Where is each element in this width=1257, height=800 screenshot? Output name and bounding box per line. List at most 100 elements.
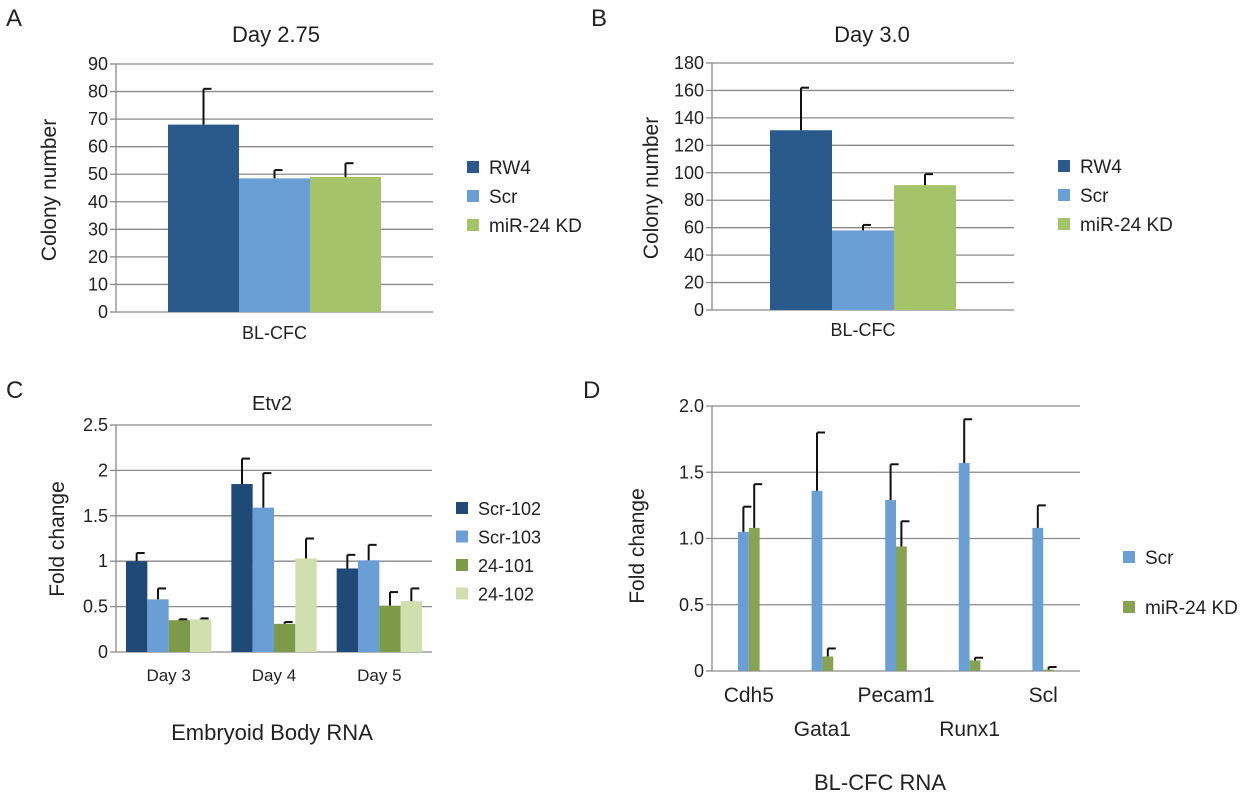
panel-d-category-label: Gata1 xyxy=(794,718,851,741)
panel-c-bar xyxy=(231,484,253,652)
panel-c-legend-label: 24-101 xyxy=(478,556,534,576)
panel-b-legend-label: RW4 xyxy=(1080,157,1122,178)
panel-b-bar xyxy=(770,130,832,310)
panel-a-y-tick-label: 90 xyxy=(88,54,108,74)
panel-a-y-tick-label: 80 xyxy=(88,82,108,102)
panel-d-bar xyxy=(885,500,896,671)
panel-d-y-tick-label: 1.5 xyxy=(679,462,704,482)
panel-b-legend-swatch xyxy=(1058,160,1070,172)
panel-d-bar xyxy=(896,546,907,671)
panel-d-bar xyxy=(748,527,760,671)
panel-c-y-tick-label: 0.5 xyxy=(83,597,108,617)
panel-c-bar xyxy=(147,599,169,652)
panel-c-title: Etv2 xyxy=(252,393,292,415)
panel-a-y-tick-label: 20 xyxy=(88,247,108,267)
panel-b-y-tick-label: 160 xyxy=(674,80,704,100)
panel-a-legend-swatch xyxy=(467,161,479,173)
panel-b-legend-swatch xyxy=(1058,189,1070,201)
panel-b-chart: B Day 3.0 Colony number 0 20 40 60 80 100 120 1… xyxy=(591,5,1173,340)
panel-c-bar xyxy=(358,560,380,652)
panel-c-letter: C xyxy=(6,377,23,404)
panel-d-category-label: Runx1 xyxy=(939,718,1000,741)
panel-a-y-tick-label: 10 xyxy=(88,274,108,294)
panel-a-legend-label: miR-24 KD xyxy=(489,216,582,237)
panel-a-bar xyxy=(310,176,381,312)
panel-d-category-label: Scl xyxy=(1029,684,1058,707)
panel-b-bar xyxy=(832,230,894,310)
panel-a-legend-label: Scr xyxy=(489,187,518,208)
panel-b-bar xyxy=(894,185,956,310)
panel-b-legend-label: miR-24 KD xyxy=(1080,215,1173,236)
panel-c-bar xyxy=(336,568,358,652)
panel-b-y-tick-label: 40 xyxy=(684,245,704,265)
panel-c-bar xyxy=(400,601,422,652)
panel-b-legend-swatch xyxy=(1058,218,1070,230)
panel-a-legend-swatch xyxy=(467,190,479,202)
panel-d-chart: D Fold change BL-CFC RNA 0 0.5 1.0 1.5 2.0 Cd… xyxy=(583,377,1238,795)
panel-b-category-label: BL-CFC xyxy=(830,320,895,340)
panel-d-y-axis-label: Fold change xyxy=(626,488,649,604)
panel-c-bar xyxy=(295,558,317,652)
panel-d-legend-swatch xyxy=(1123,551,1135,563)
panel-a-bar xyxy=(168,124,239,312)
panel-a-letter: A xyxy=(6,5,22,32)
panel-b-y-tick-label: 180 xyxy=(674,53,704,73)
panel-a-y-tick-label: 60 xyxy=(88,137,108,157)
panel-d-y-tick-label: 0 xyxy=(694,661,704,681)
panel-c-legend-swatch xyxy=(456,530,468,543)
panel-c-bar xyxy=(252,507,274,652)
panel-d-bar xyxy=(738,531,749,671)
panel-c-bar xyxy=(126,561,148,652)
panel-b-y-tick-label: 60 xyxy=(684,218,704,238)
panel-d-bar xyxy=(958,462,970,671)
panel-c-y-tick-label: 2.5 xyxy=(83,415,108,435)
panel-b-legend-label: Scr xyxy=(1080,186,1109,207)
panel-a-legend-label: RW4 xyxy=(489,158,531,179)
panel-d-bar xyxy=(1043,669,1054,671)
panel-d-legend-swatch xyxy=(1123,601,1135,613)
panel-c-legend-swatch xyxy=(456,502,468,514)
panel-c-x-axis-label: Embryoid Body RNA xyxy=(171,720,373,745)
panel-c-y-tick-label: 0 xyxy=(98,642,108,662)
panel-a-category-label: BL-CFC xyxy=(242,323,307,343)
panel-b-y-tick-label: 120 xyxy=(674,135,704,155)
panel-c-category-label: Day 5 xyxy=(357,666,401,685)
panel-d-y-tick-label: 1.0 xyxy=(679,529,704,549)
panel-d-letter: D xyxy=(583,377,600,404)
panel-c-category-label: Day 3 xyxy=(146,666,190,685)
panel-c-bar xyxy=(168,620,190,652)
panel-b-y-tick-label: 140 xyxy=(674,108,704,128)
panel-d-y-tick-label: 2.0 xyxy=(679,396,704,416)
panel-c-chart: C Etv2 Fold change Embryoid Body RNA 0 0.… xyxy=(6,377,541,745)
panel-d-category-label: Cdh5 xyxy=(724,684,774,707)
panel-c-bar xyxy=(379,605,401,652)
panel-a-legend-swatch xyxy=(467,219,479,231)
panel-b-y-axis-label: Colony number xyxy=(640,117,663,259)
panel-d-legend-label: Scr xyxy=(1145,548,1174,569)
panel-a-bar xyxy=(239,178,310,312)
panel-c-y-axis-label: Fold change xyxy=(46,481,69,597)
panel-a-y-tick-label: 30 xyxy=(88,219,108,239)
panel-a-chart: A Day 2.75 Colony number 0 10 20 30 40 50 60 70… xyxy=(6,5,582,343)
panel-c-legend-label: Scr-103 xyxy=(478,528,541,548)
panel-c-bar xyxy=(190,619,212,652)
panel-c-legend-swatch xyxy=(456,587,468,600)
panel-a-y-axis-label: Colony number xyxy=(38,119,61,261)
panel-d-bar xyxy=(822,656,834,671)
panel-b-y-tick-label: 20 xyxy=(684,273,704,293)
panel-b-y-tick-label: 100 xyxy=(674,163,704,183)
panel-d-legend-label: miR-24 KD xyxy=(1145,598,1238,619)
panel-c-bar xyxy=(274,623,296,652)
panel-d-category-label: Pecam1 xyxy=(857,684,934,707)
panel-b-y-tick-label: 0 xyxy=(694,300,704,320)
panel-c-legend-swatch xyxy=(456,559,468,571)
panel-c-legend-label: 24-102 xyxy=(478,585,534,605)
panel-c-y-tick-label: 1.5 xyxy=(83,506,108,526)
panel-a-y-tick-label: 70 xyxy=(88,109,108,129)
panel-d-y-tick-label: 0.5 xyxy=(679,595,704,615)
panel-d-x-axis-label: BL-CFC RNA xyxy=(814,770,946,795)
panel-c-y-tick-label: 2 xyxy=(98,460,108,480)
panel-d-bar xyxy=(811,490,823,671)
panel-a-y-tick-label: 50 xyxy=(88,164,108,184)
